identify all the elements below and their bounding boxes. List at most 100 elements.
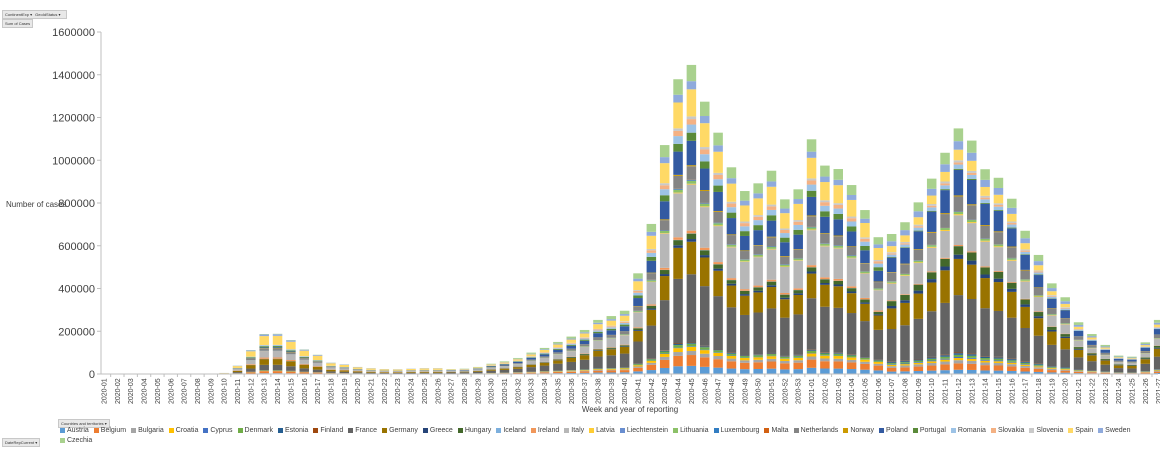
bar-segment-greece — [953, 254, 964, 259]
bar-segment-belgium — [619, 370, 630, 373]
bar-segment-spain — [566, 339, 576, 343]
bar-segment-france — [926, 311, 937, 357]
pivot-filter-continent[interactable]: ContinentExp ▾ — [5, 12, 33, 17]
bar-segment-belgium — [780, 363, 790, 370]
bar-segment-czechia — [1020, 230, 1030, 239]
legend-item-germany[interactable]: Germany — [382, 426, 418, 435]
bar-segment-germany — [259, 359, 269, 365]
bar-segment-slovenia — [619, 321, 630, 322]
legend-swatch-icon — [879, 428, 885, 433]
bar-segment-germany — [513, 367, 523, 369]
legend-item-france[interactable]: France — [348, 426, 377, 435]
legend-swatch-icon — [1068, 428, 1074, 433]
bar-segment-france — [740, 314, 750, 356]
bar-segment-poland — [659, 201, 670, 220]
legend-item-greece[interactable]: Greece — [422, 426, 453, 435]
bar-segment-estonia — [1033, 363, 1044, 365]
bar-segment-spain — [766, 186, 777, 205]
legend-item-iceland[interactable]: Iceland — [496, 426, 526, 435]
legend-item-czechia[interactable]: Czechia — [60, 436, 92, 445]
bar-segment-ireland — [793, 288, 803, 290]
bar-segment-slovakia — [913, 226, 924, 228]
bar-segment-germany — [1127, 365, 1137, 369]
legend-item-malta[interactable]: Malta — [764, 426, 789, 435]
bar-segment-hungary — [606, 347, 617, 349]
bar-segment-sweden — [633, 278, 643, 282]
bar-segment-france — [513, 368, 523, 373]
bar-segment-netherlands — [619, 331, 630, 335]
legend-item-cyprus[interactable]: Cyprus — [203, 426, 233, 435]
x-tick-label: 2020-48 — [729, 378, 736, 404]
legend-item-lithuania[interactable]: Lithuania — [673, 426, 709, 435]
legend-item-liechtenstein[interactable]: Liechtenstein — [619, 426, 668, 435]
legend-item-poland[interactable]: Poland — [879, 426, 908, 435]
legend-label: Slovakia — [997, 427, 1025, 434]
pivot-value-field-button[interactable]: Sum of Cases — [2, 19, 34, 28]
legend-item-denmark[interactable]: Denmark — [237, 426, 273, 435]
bar-stack-2021-18 — [1033, 254, 1044, 374]
pivot-filter-buttons[interactable]: ContinentExp ▾ GeoIdStatus ▾ — [2, 10, 67, 19]
bar-segment-portugal — [820, 211, 830, 217]
legend-item-bulgaria[interactable]: Bulgaria — [131, 426, 164, 435]
legend-item-ireland[interactable]: Ireland — [530, 426, 559, 435]
pivot-filter-geoid[interactable]: GeoIdStatus ▾ — [35, 12, 61, 17]
pivot-legend-field-button[interactable]: Countries and territories ▾ — [58, 419, 110, 428]
bar-segment-belgium — [1100, 372, 1110, 374]
legend-item-romania[interactable]: Romania — [950, 426, 986, 435]
legend-item-slovakia[interactable]: Slovakia — [990, 426, 1025, 435]
bar-segment-portugal — [286, 350, 296, 352]
bar-segment-slovakia — [740, 223, 750, 227]
bar-segment-france — [553, 363, 563, 371]
legend-item-netherlands[interactable]: Netherlands — [793, 426, 838, 435]
legend-label: Italy — [571, 427, 585, 434]
bar-segment-poland — [486, 366, 496, 368]
bar-segment-ireland — [659, 267, 670, 270]
bar-segment-slovakia — [833, 204, 843, 209]
bar-segment-france — [606, 355, 617, 369]
legend-item-finland[interactable]: Finland — [313, 426, 343, 435]
bar-segment-romania — [646, 252, 657, 257]
bar-segment-greece — [1060, 336, 1070, 339]
legend-item-hungary[interactable]: Hungary — [457, 426, 491, 435]
bar-segment-hungary — [940, 258, 950, 267]
legend-item-norway[interactable]: Norway — [843, 426, 874, 435]
bar-segment-belgium — [793, 362, 803, 370]
bar-segment-sweden — [940, 164, 950, 172]
bar-segment-austria — [646, 370, 657, 374]
x-tick-label: 2020-35 — [555, 378, 562, 404]
legend-item-estonia[interactable]: Estonia — [277, 426, 308, 435]
bar-segment-norway — [1020, 269, 1030, 271]
y-tick-label: 200000 — [58, 326, 95, 338]
bar-segment-portugal — [606, 328, 617, 331]
bar-segment-sweden — [913, 211, 924, 218]
bar-segment-denmark — [833, 353, 843, 356]
legend-item-luxembourg[interactable]: Luxembourg — [713, 426, 759, 435]
bar-segment-france — [646, 325, 657, 359]
legend-item-croatia[interactable]: Croatia — [168, 426, 198, 435]
legend-item-belgium[interactable]: Belgium — [93, 426, 126, 435]
bar-segment-finland — [686, 342, 697, 343]
bar-segment-ireland — [980, 266, 990, 268]
bar-segment-spain — [286, 341, 296, 350]
legend-item-latvia[interactable]: Latvia — [589, 426, 615, 435]
pivot-axis-field-button[interactable]: DateRepCurrent ▾ — [2, 438, 41, 447]
legend-item-sweden[interactable]: Sweden — [1098, 426, 1130, 435]
bar-segment-slovakia — [940, 183, 950, 186]
bar-segment-spain — [659, 163, 670, 184]
legend-item-slovenia[interactable]: Slovenia — [1029, 426, 1063, 435]
bar-segment-romania — [820, 205, 830, 212]
bar-segment-italy — [513, 364, 523, 367]
bar-segment-netherlands — [860, 263, 870, 272]
legend-item-portugal[interactable]: Portugal — [912, 426, 946, 435]
bar-segment-croatia — [846, 357, 857, 360]
bar-segment-bulgaria — [820, 358, 830, 362]
legend-item-spain[interactable]: Spain — [1068, 426, 1093, 435]
bar-segment-poland — [1153, 329, 1160, 335]
legend-item-austria[interactable]: Austria — [60, 426, 89, 435]
legend-item-italy[interactable]: Italy — [564, 426, 584, 435]
bar-segment-france — [766, 308, 777, 353]
bar-segment-czechia — [1060, 297, 1070, 302]
legend-label: Iceland — [503, 427, 526, 434]
bar-segment-norway — [766, 236, 777, 238]
bar-segment-sweden — [713, 145, 723, 152]
